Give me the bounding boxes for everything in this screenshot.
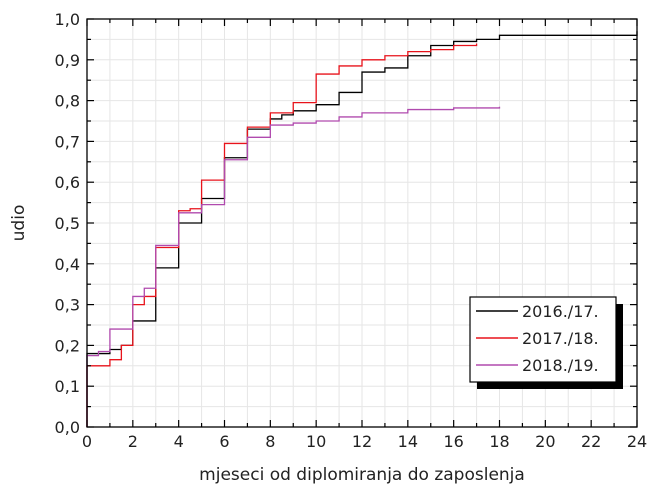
y-tick-label: 1,0 [55,10,80,29]
x-tick-label: 0 [82,432,92,451]
y-tick-label: 0,8 [55,92,80,111]
x-tick-label: 18 [489,432,509,451]
series-line-3 [86,106,501,427]
y-tick-label: 0,6 [55,173,80,192]
y-tick-label: 0,5 [55,214,80,233]
y-tick-label: 0,0 [55,418,80,437]
legend-label: 2016./17. [522,302,599,321]
y-tick-labels: 0,0 0,1 0,2 0,3 0,4 0,5 0,6 0,7 0,8 0,9 1,0 [55,10,80,437]
x-tick-label: 12 [352,432,372,451]
x-tick-label: 2 [128,432,138,451]
x-tick-labels: 0 2 4 6 8 10 12 14 16 18 20 22 24 [82,432,647,451]
x-tick-label: 6 [219,432,229,451]
y-tick-label: 0,1 [55,377,80,396]
x-tick-label: 14 [398,432,418,451]
x-tick-label: 16 [443,432,463,451]
y-tick-label: 0,2 [55,336,80,355]
axis-ticks [86,18,638,428]
x-tick-label: 8 [265,432,275,451]
x-tick-label: 4 [174,432,184,451]
y-tick-label: 0,7 [55,132,80,151]
x-tick-label: 22 [581,432,601,451]
y-axis-title: udio [9,205,29,242]
y-tick-label: 0,9 [55,51,80,70]
x-axis-title: mjeseci od diplomiranja do zaposlenja [199,465,525,485]
legend-label: 2018./19. [522,356,599,375]
series-lines [86,31,638,427]
x-tick-label: 20 [535,432,555,451]
x-tick-label: 10 [306,432,326,451]
y-tick-label: 0,3 [55,296,80,315]
legend: 2016./17. 2017./18. 2018./19. [469,296,623,389]
legend-label: 2017./18. [522,329,599,348]
x-tick-label: 24 [627,432,647,451]
y-tick-label: 0,4 [55,255,80,274]
